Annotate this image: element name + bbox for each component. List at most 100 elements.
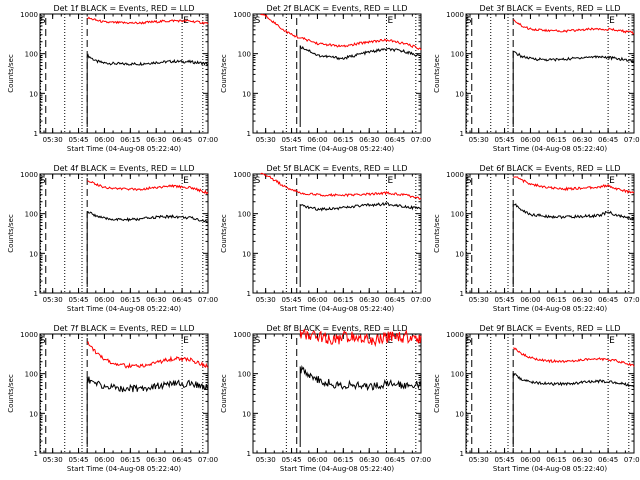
- y-tick-label: 10: [455, 90, 464, 98]
- x-tick-label: 06:45: [598, 456, 618, 464]
- interval-marker-e: E: [609, 176, 615, 186]
- series-events-line: [512, 50, 635, 127]
- y-tick-label: 1: [34, 450, 38, 458]
- y-tick-label: 10: [29, 250, 38, 258]
- y-tick-label: 100: [451, 371, 464, 379]
- panel-det-5: Det 5f BLACK = Events, RED = LLD 1 10 100 10…: [220, 164, 431, 313]
- y-tick-label: 1: [460, 450, 464, 458]
- series-lld-line: [299, 329, 422, 348]
- x-tick-label: 06:00: [94, 136, 114, 144]
- series-events-line: [86, 210, 209, 287]
- series-lld-line: [87, 16, 209, 25]
- y-axis-label: Counts/sec: [220, 374, 228, 413]
- x-tick-label: 05:30: [43, 456, 63, 464]
- panel-title: Det 4f BLACK = Events, RED = LLD: [53, 164, 194, 173]
- plot-frame: [465, 333, 635, 454]
- x-tick-label: 07:00: [411, 136, 431, 144]
- series-events-line: [299, 364, 422, 447]
- x-tick-label: 06:30: [572, 296, 592, 304]
- interval-marker-s: S: [466, 176, 472, 186]
- y-tick-label: 100: [25, 51, 38, 59]
- interval-marker-e: E: [183, 336, 189, 346]
- x-tick-label: 05:45: [68, 136, 88, 144]
- x-tick-label: 05:30: [256, 296, 276, 304]
- series-lld-line: [513, 176, 635, 194]
- panel-det-4: Det 4f BLACK = Events, RED = LLD 1 10 100 10…: [7, 164, 218, 313]
- x-tick-label: 05:45: [494, 456, 514, 464]
- x-tick-label: 07:00: [411, 456, 431, 464]
- x-axis-label: Start Time (04-Aug-08 05:22:40): [493, 465, 607, 473]
- x-tick-label: 06:15: [546, 136, 566, 144]
- x-tick-label: 06:30: [572, 456, 592, 464]
- y-axis-label: Counts/sec: [7, 374, 15, 413]
- y-tick-label: 1000: [446, 11, 464, 19]
- panel-det-3: Det 3f BLACK = Events, RED = LLD 1 10 100 10…: [433, 4, 640, 153]
- plot-frame: [465, 13, 635, 134]
- y-tick-label: 1000: [20, 171, 38, 179]
- series-lld-line: [260, 172, 422, 200]
- x-tick-label: 06:00: [94, 296, 114, 304]
- y-tick-label: 100: [25, 371, 38, 379]
- interval-marker-s: S: [40, 176, 46, 186]
- y-tick-label: 1000: [233, 331, 251, 339]
- x-tick-label: 06:00: [307, 296, 327, 304]
- interval-marker-e: E: [387, 176, 393, 186]
- panel-det-2: Det 2f BLACK = Events, RED = LLD 1 10 100 10…: [220, 4, 431, 153]
- y-tick-label: 100: [25, 211, 38, 219]
- panel-title: Det 8f BLACK = Events, RED = LLD: [266, 324, 407, 333]
- x-tick-label: 06:30: [359, 136, 379, 144]
- y-tick-label: 10: [242, 90, 251, 98]
- interval-marker-s: S: [466, 16, 472, 26]
- plot-frame: [465, 173, 635, 294]
- interval-marker-e: E: [387, 336, 393, 346]
- x-tick-label: 06:45: [172, 136, 192, 144]
- interval-marker-e: E: [609, 336, 615, 346]
- interval-marker-s: S: [255, 16, 261, 26]
- plot-frame: [39, 173, 209, 294]
- x-tick-label: 06:00: [520, 136, 540, 144]
- x-tick-label: 06:30: [146, 136, 166, 144]
- y-tick-label: 10: [29, 410, 38, 418]
- x-tick-label: 06:15: [546, 296, 566, 304]
- x-tick-label: 06:45: [598, 296, 618, 304]
- series-events-line: [512, 203, 635, 287]
- x-tick-label: 06:30: [146, 456, 166, 464]
- x-tick-label: 06:00: [307, 136, 327, 144]
- panel-det-8: Det 8f BLACK = Events, RED = LLD 1 10 100 10…: [220, 324, 431, 473]
- y-tick-label: 1: [247, 450, 251, 458]
- y-tick-label: 10: [455, 250, 464, 258]
- x-tick-label: 06:15: [120, 136, 140, 144]
- series-events-line: [299, 201, 422, 287]
- series-lld-line: [87, 180, 209, 195]
- y-tick-label: 1000: [233, 171, 251, 179]
- panel-title: Det 3f BLACK = Events, RED = LLD: [479, 4, 620, 13]
- y-tick-label: 1: [34, 290, 38, 298]
- x-axis-label: Start Time (04-Aug-08 05:22:40): [67, 305, 181, 313]
- x-tick-label: 05:30: [469, 296, 489, 304]
- y-axis-label: Counts/sec: [433, 214, 441, 253]
- x-tick-label: 05:45: [281, 136, 301, 144]
- y-tick-label: 100: [238, 371, 251, 379]
- panel-title: Det 1f BLACK = Events, RED = LLD: [53, 4, 194, 13]
- panel-title: Det 7f BLACK = Events, RED = LLD: [53, 324, 194, 333]
- series-events-line: [86, 376, 209, 447]
- y-tick-label: 1: [247, 290, 251, 298]
- y-tick-label: 1000: [20, 11, 38, 19]
- x-tick-label: 05:30: [256, 136, 276, 144]
- y-axis-label: Counts/sec: [220, 214, 228, 253]
- panel-det-6: Det 6f BLACK = Events, RED = LLD 1 10 100 10…: [433, 164, 640, 313]
- x-tick-label: 05:30: [469, 136, 489, 144]
- x-tick-label: 06:15: [120, 296, 140, 304]
- x-tick-label: 06:30: [146, 296, 166, 304]
- x-axis-label: Start Time (04-Aug-08 05:22:40): [280, 145, 394, 153]
- x-tick-label: 05:45: [494, 136, 514, 144]
- x-tick-label: 06:00: [520, 296, 540, 304]
- y-axis-label: Counts/sec: [433, 374, 441, 413]
- series-lld-line: [513, 19, 635, 35]
- y-axis-label: Counts/sec: [7, 54, 15, 93]
- x-tick-label: 06:15: [333, 296, 353, 304]
- panel-title: Det 6f BLACK = Events, RED = LLD: [479, 164, 620, 173]
- interval-marker-e: E: [609, 16, 615, 26]
